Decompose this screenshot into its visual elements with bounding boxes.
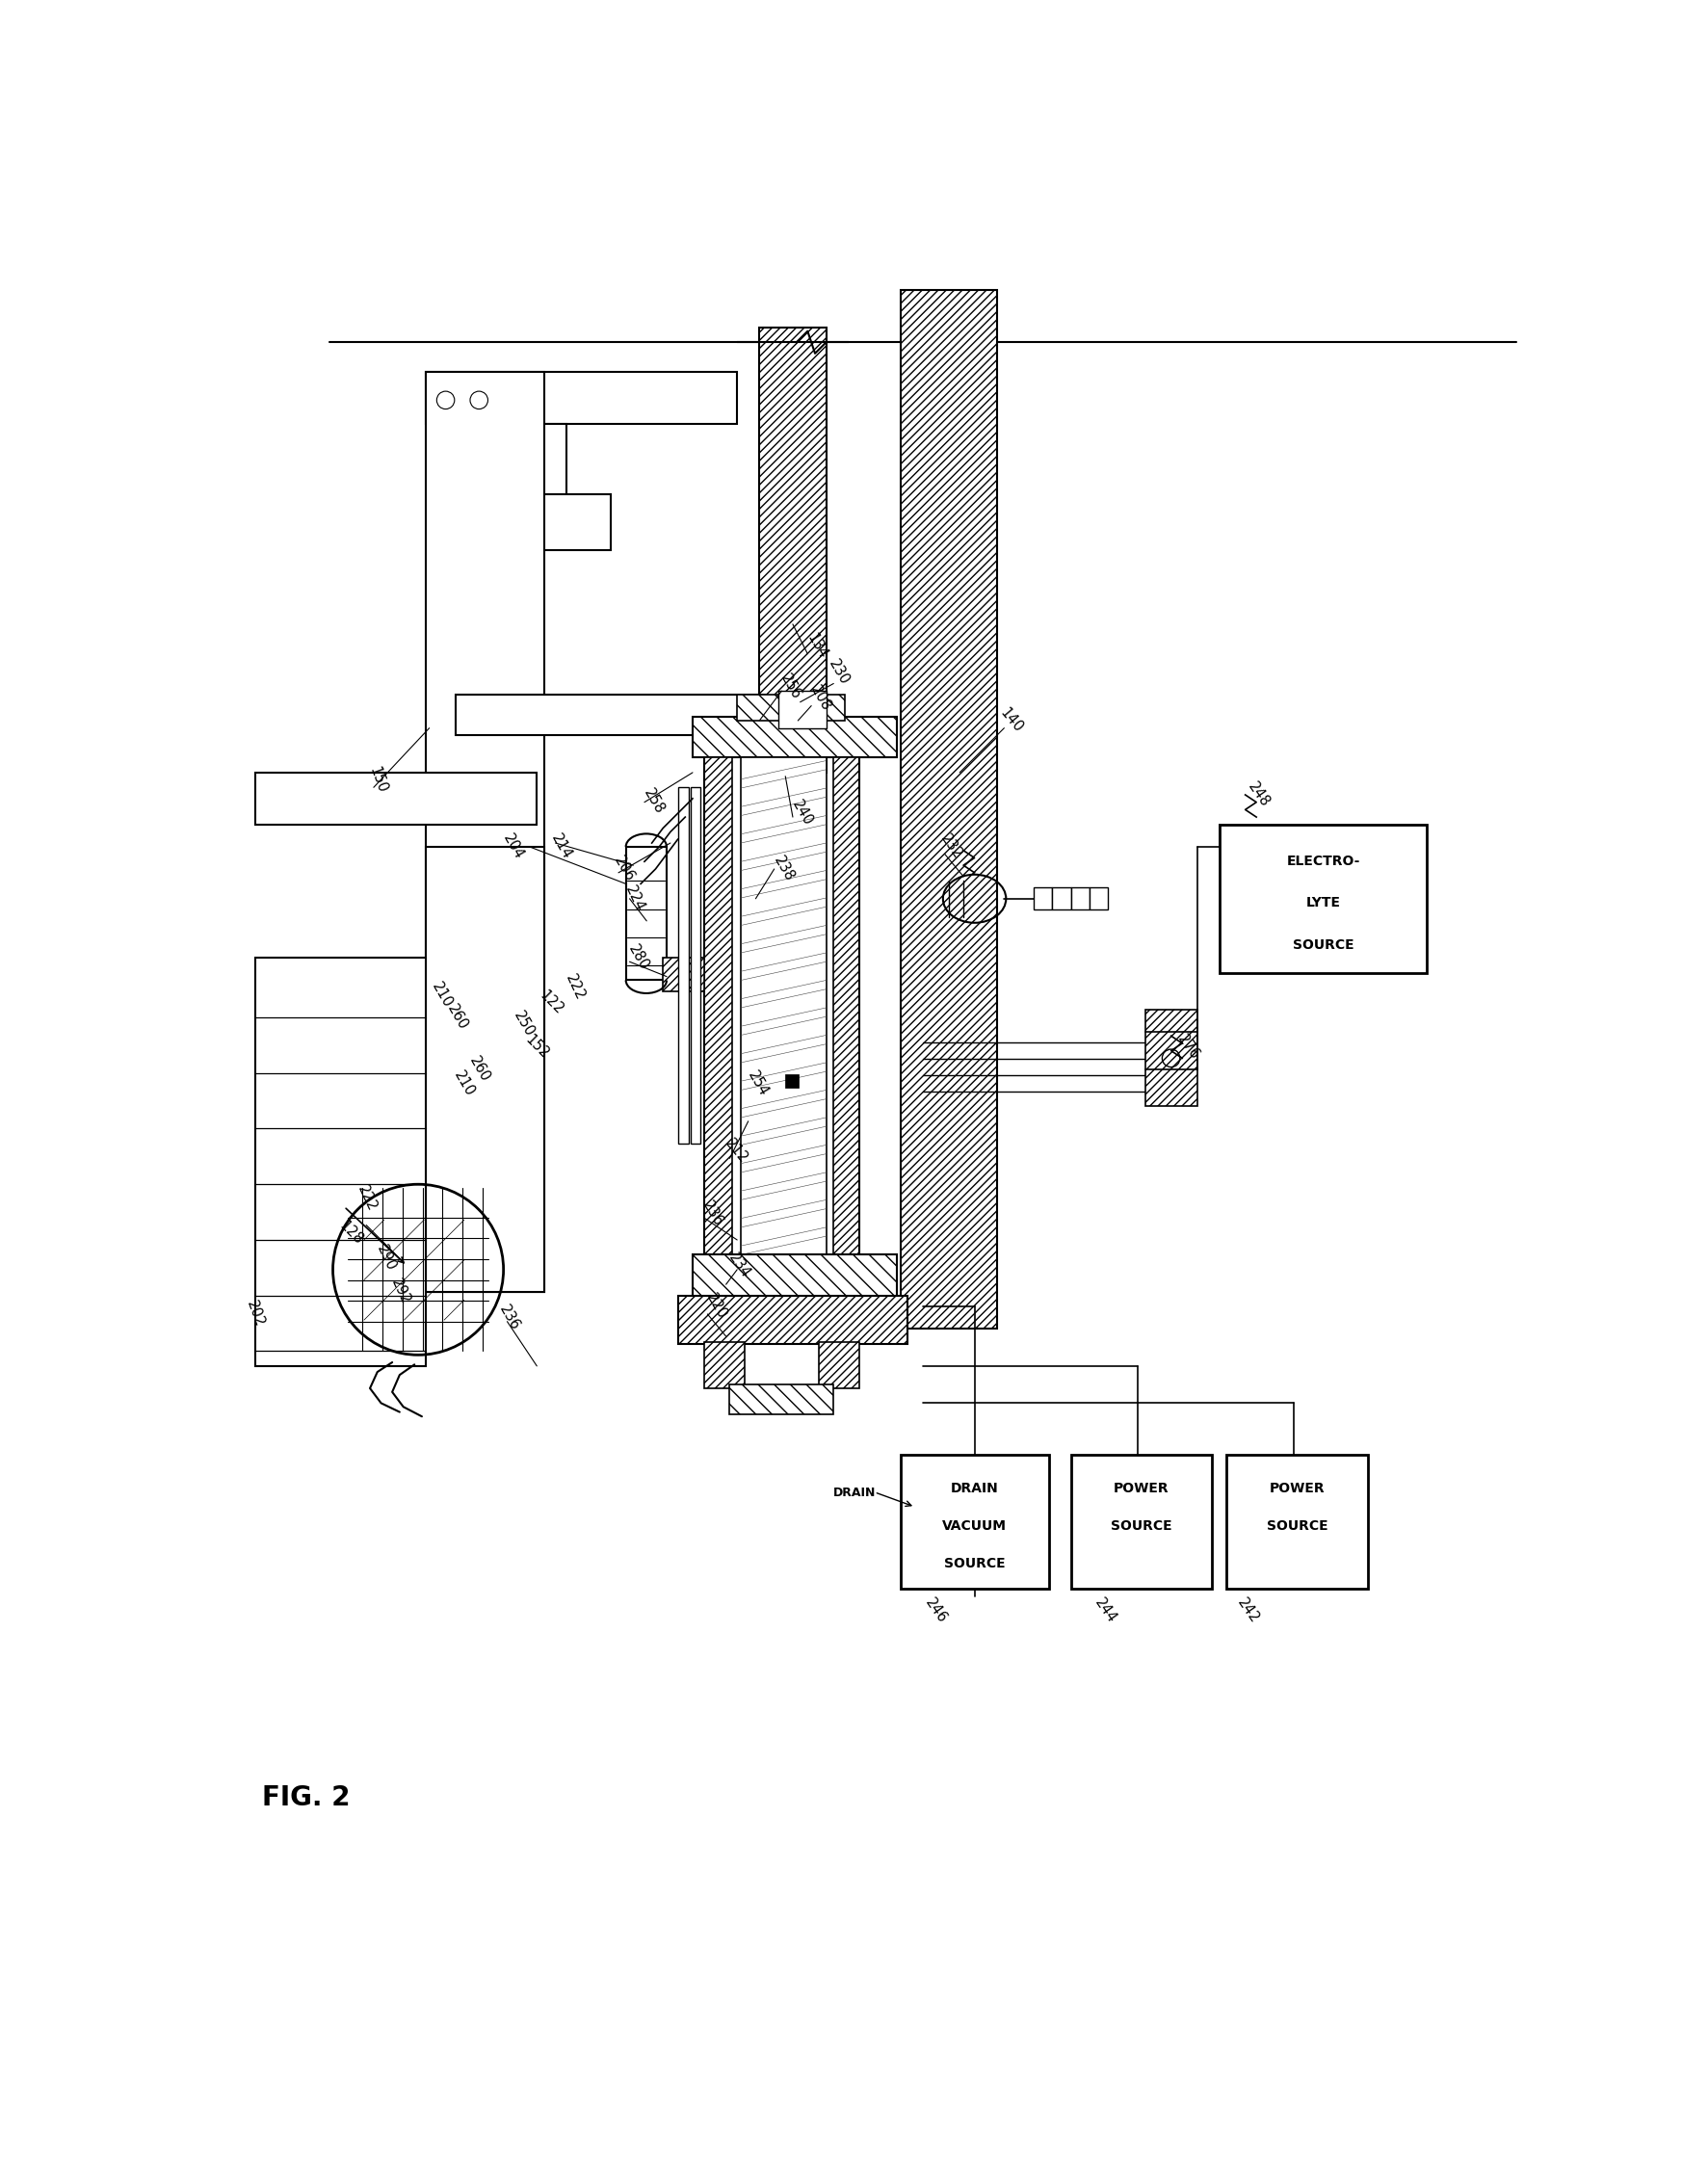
Text: 280: 280: [625, 942, 651, 972]
Text: 214: 214: [548, 832, 574, 862]
Text: SOURCE: SOURCE: [1110, 1518, 1172, 1534]
Bar: [736, 696, 844, 721]
Bar: [1071, 888, 1090, 909]
Text: 208: 208: [808, 683, 834, 713]
Text: 236: 236: [700, 1199, 726, 1229]
Bar: [678, 1296, 907, 1344]
Text: 122: 122: [536, 987, 565, 1017]
Text: 222: 222: [355, 1184, 379, 1214]
Bar: [678, 788, 688, 1143]
Text: 206: 206: [611, 853, 637, 883]
Text: 260: 260: [444, 1002, 470, 1032]
Bar: [625, 847, 666, 981]
Text: POWER: POWER: [1269, 1482, 1324, 1495]
Text: 230: 230: [825, 657, 852, 687]
Text: 234: 234: [726, 1251, 753, 1281]
Bar: [690, 788, 700, 1143]
Bar: [425, 372, 736, 423]
Bar: [1052, 888, 1071, 909]
Text: 210: 210: [429, 978, 454, 1011]
Bar: [777, 691, 825, 728]
Bar: [741, 758, 825, 1255]
Text: 276: 276: [1173, 1032, 1201, 1063]
Text: SOURCE: SOURCE: [943, 1557, 1004, 1570]
Text: 246: 246: [922, 1596, 950, 1626]
Bar: [704, 1341, 745, 1389]
Text: 134: 134: [803, 631, 830, 661]
Bar: [1226, 1456, 1366, 1588]
Bar: [454, 696, 767, 734]
Bar: [1033, 888, 1052, 909]
Text: 260: 260: [466, 1054, 492, 1084]
Bar: [254, 773, 536, 825]
Bar: [466, 387, 492, 413]
Text: 128: 128: [336, 1218, 366, 1246]
Text: POWER: POWER: [1114, 1482, 1168, 1495]
Text: 242: 242: [1233, 1596, 1261, 1626]
Text: VACUUM: VACUUM: [941, 1518, 1006, 1534]
Text: 222: 222: [562, 972, 588, 1002]
Bar: [663, 959, 704, 991]
Bar: [1218, 825, 1426, 972]
Bar: [818, 1341, 859, 1389]
Text: 240: 240: [789, 797, 815, 827]
Bar: [425, 847, 543, 1292]
Bar: [900, 289, 996, 1328]
Text: 236: 236: [495, 1302, 521, 1333]
Bar: [477, 423, 567, 499]
Text: 150: 150: [366, 765, 389, 795]
Text: 244: 244: [1091, 1596, 1119, 1626]
Bar: [477, 495, 611, 551]
Text: DRAIN: DRAIN: [950, 1482, 997, 1495]
Text: 258: 258: [640, 786, 666, 816]
Bar: [900, 1456, 1049, 1588]
Text: 202: 202: [244, 1298, 266, 1328]
Bar: [692, 717, 897, 758]
Text: 248: 248: [1245, 780, 1272, 810]
Bar: [1144, 1011, 1196, 1106]
Text: 224: 224: [622, 883, 646, 914]
Bar: [432, 387, 459, 413]
Text: 140: 140: [996, 706, 1025, 734]
Bar: [786, 1074, 798, 1089]
Text: 212: 212: [722, 1136, 750, 1166]
Text: 250: 250: [511, 1009, 536, 1039]
Text: DRAIN: DRAIN: [834, 1486, 876, 1499]
Text: FIG. 2: FIG. 2: [263, 1784, 350, 1810]
Text: SOURCE: SOURCE: [1266, 1518, 1327, 1534]
Bar: [1090, 888, 1107, 909]
Text: 232: 232: [938, 832, 963, 862]
Text: 290: 290: [374, 1242, 398, 1272]
Bar: [758, 328, 825, 773]
Bar: [704, 758, 731, 1255]
Text: SOURCE: SOURCE: [1291, 937, 1353, 950]
Text: 220: 220: [704, 1292, 729, 1322]
Text: 292: 292: [388, 1277, 413, 1307]
Text: 152: 152: [521, 1032, 552, 1063]
Text: 254: 254: [745, 1069, 770, 1099]
Bar: [425, 372, 543, 1292]
Text: LYTE: LYTE: [1305, 896, 1339, 909]
Bar: [729, 1385, 834, 1415]
Text: 256: 256: [777, 672, 803, 702]
Bar: [254, 959, 425, 1365]
Text: 210: 210: [451, 1069, 477, 1099]
Text: 204: 204: [499, 832, 526, 862]
Text: ELECTRO-: ELECTRO-: [1286, 855, 1360, 868]
Text: 238: 238: [770, 853, 796, 883]
Bar: [834, 758, 859, 1255]
Bar: [692, 1255, 897, 1300]
Bar: [1071, 1456, 1211, 1588]
